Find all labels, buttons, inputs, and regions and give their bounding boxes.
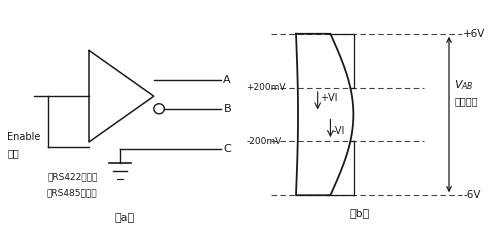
Text: 对RS422是可选: 对RS422是可选 bbox=[47, 172, 98, 181]
Text: 使能: 使能 bbox=[8, 148, 19, 158]
Text: C: C bbox=[224, 144, 231, 154]
Text: +VI: +VI bbox=[320, 93, 338, 103]
Text: +200mV: +200mV bbox=[246, 83, 286, 92]
Text: +6V: +6V bbox=[463, 29, 485, 39]
Text: -200mV: -200mV bbox=[246, 137, 282, 146]
Text: -VI: -VI bbox=[333, 126, 345, 136]
Text: $V_{AB}$: $V_{AB}$ bbox=[454, 78, 474, 92]
Text: （b）: （b） bbox=[350, 208, 370, 218]
Text: B: B bbox=[224, 104, 231, 114]
Text: Enable: Enable bbox=[8, 132, 41, 142]
Text: A: A bbox=[224, 75, 231, 85]
Text: 电压范围: 电压范围 bbox=[454, 96, 477, 106]
Text: -6V: -6V bbox=[463, 190, 480, 200]
Text: （a）: （a） bbox=[115, 213, 135, 223]
Text: 对RS485是必须: 对RS485是必须 bbox=[47, 188, 98, 197]
